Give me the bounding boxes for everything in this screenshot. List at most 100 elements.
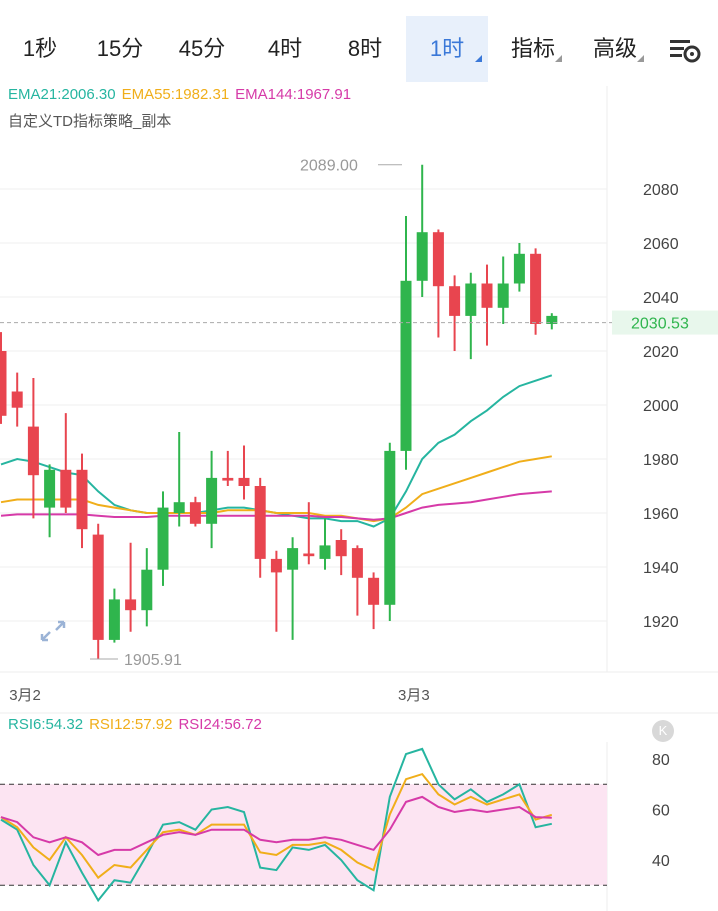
candle (368, 572, 380, 630)
candle-body (11, 391, 23, 408)
candle (335, 529, 347, 576)
candle-body (141, 569, 153, 611)
candle (0, 332, 7, 424)
tab-5[interactable]: 8时 (338, 16, 392, 82)
candle (222, 450, 234, 486)
candle (416, 164, 428, 297)
settings-icon-glyph (670, 40, 701, 63)
candle-body (60, 469, 72, 508)
candle-body (416, 232, 428, 281)
candle-body (384, 450, 396, 605)
candle (481, 264, 493, 346)
candle (432, 229, 444, 338)
strategy-label: 自定义TD指标策略_副本 (8, 113, 172, 130)
ema_legend-2: EMA55:1982.31 (121, 86, 230, 103)
low-marker-label: 1905.91 (124, 652, 182, 669)
x-axis-label: 3月2 (9, 687, 41, 704)
tab-2[interactable]: 15分 (88, 16, 152, 82)
tab-6[interactable]: 1时 (406, 16, 488, 82)
y-tick-label: 2080 (643, 182, 679, 199)
candle (319, 518, 331, 570)
candle-body (238, 477, 250, 486)
tab-7[interactable]: 指标 (498, 16, 568, 82)
y-tick-label: 1980 (643, 452, 679, 469)
candle (92, 523, 104, 659)
expand-icon[interactable] (34, 614, 72, 648)
tab-label: 15分 (96, 36, 144, 61)
last-price-label: 2030.53 (631, 316, 689, 333)
candle-body (173, 502, 185, 513)
candle (400, 216, 412, 470)
candle-body (157, 507, 169, 570)
candle-body (92, 534, 104, 640)
candle (189, 496, 201, 527)
tab-label: 8时 (347, 36, 383, 61)
rsi-y-tick-label: 80 (652, 752, 670, 769)
tab-label: 高级 (592, 36, 637, 61)
tab-4[interactable]: 4时 (255, 16, 315, 82)
candle-body (465, 283, 477, 316)
candle (303, 502, 315, 565)
candle (125, 542, 137, 632)
candle (60, 413, 72, 513)
candle (11, 372, 23, 427)
candle (465, 272, 477, 360)
candle (238, 445, 250, 500)
candle-body (497, 283, 509, 308)
candle-body (319, 545, 331, 559)
tab-label: 4时 (267, 36, 303, 61)
y-tick-label: 1960 (643, 506, 679, 523)
y-tick-label: 1920 (643, 614, 679, 631)
candle (497, 256, 509, 324)
candle-body (546, 315, 558, 324)
expand-icon-glyph (40, 620, 66, 642)
x-axis-label: 3月3 (398, 687, 430, 704)
rsi-y-tick-label: 40 (652, 853, 670, 870)
y-tick-label: 2020 (643, 344, 679, 361)
candle (270, 550, 282, 632)
candle-body (303, 553, 315, 557)
candle-body (351, 548, 363, 578)
rsi-band (0, 784, 607, 886)
candle (449, 275, 461, 351)
candle-body (287, 548, 299, 570)
candle-body (481, 283, 493, 308)
candle-body (222, 477, 234, 481)
timeframe-tab-bar: 1秒 15分 45分 4时 8时 1时 指标 高级 (0, 0, 718, 86)
candle (351, 545, 363, 616)
ema-line-ema55 (0, 455, 552, 523)
rsi_legend-2: RSI12:57.92 (89, 716, 173, 733)
candle (546, 313, 558, 330)
dropdown-indicator-icon (475, 55, 482, 62)
y-tick-label: 2040 (643, 290, 679, 307)
rsi_legend-3: RSI24:56.72 (178, 716, 262, 733)
rsi-legend: RSI6:54.32 RSI12:57.92 RSI24:56.72 (8, 716, 268, 733)
y-tick-label: 2000 (643, 398, 679, 415)
high-marker-label: 2089.00 (300, 158, 358, 175)
tab-1[interactable]: 1秒 (14, 16, 66, 82)
candle-body (368, 577, 380, 605)
tab-3[interactable]: 45分 (168, 16, 236, 82)
candle (157, 491, 169, 586)
candle-body (44, 469, 56, 508)
candle-body (400, 280, 412, 451)
last-price-badge (612, 310, 718, 335)
rsi_legend-1: RSI6:54.32 (8, 716, 84, 733)
candle-body (76, 469, 88, 530)
candle-body (27, 426, 39, 476)
candle (27, 378, 39, 519)
k-badge-icon[interactable]: K (652, 720, 674, 742)
candle-body (189, 502, 201, 524)
candle (141, 548, 153, 627)
tab-label: 指标 (510, 36, 555, 61)
candle (173, 432, 185, 527)
settings-icon[interactable] (668, 36, 702, 66)
candle-body (335, 540, 347, 557)
tab-8[interactable]: 高级 (580, 16, 650, 82)
candle-body (0, 351, 7, 416)
tab-label: 1秒 (22, 36, 58, 61)
y-tick-label: 1940 (643, 560, 679, 577)
candle (287, 537, 299, 640)
tab-label: 45分 (178, 36, 226, 61)
